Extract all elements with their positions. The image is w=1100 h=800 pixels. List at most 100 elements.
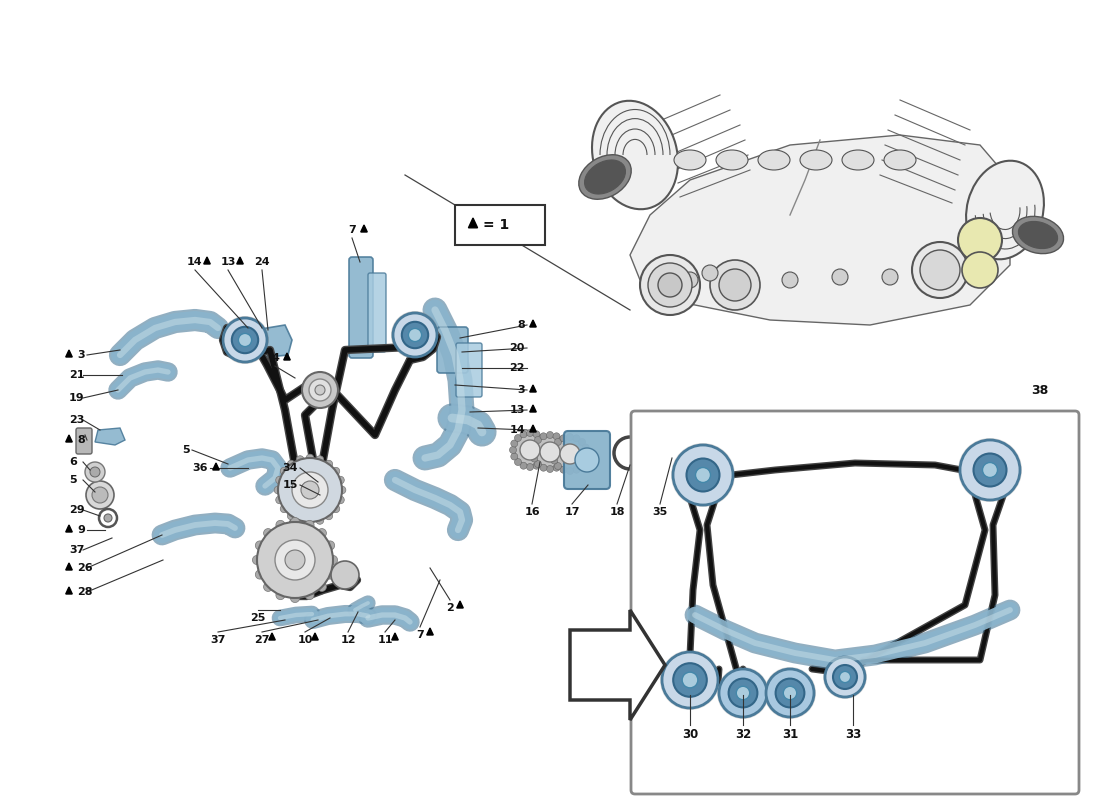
Ellipse shape <box>592 101 678 210</box>
Ellipse shape <box>782 272 797 288</box>
Circle shape <box>566 434 573 441</box>
Ellipse shape <box>579 154 631 199</box>
Circle shape <box>275 540 315 580</box>
Circle shape <box>402 322 428 348</box>
Text: 29: 29 <box>69 505 85 515</box>
Circle shape <box>529 449 537 455</box>
Text: 20: 20 <box>509 343 525 353</box>
Circle shape <box>559 461 565 467</box>
Text: 3: 3 <box>77 350 85 360</box>
Text: 18: 18 <box>609 507 625 517</box>
Polygon shape <box>66 563 73 570</box>
Ellipse shape <box>958 218 1002 262</box>
Circle shape <box>276 590 285 600</box>
Circle shape <box>316 456 323 463</box>
Circle shape <box>551 457 558 464</box>
Circle shape <box>510 453 518 460</box>
FancyBboxPatch shape <box>76 428 92 454</box>
Circle shape <box>264 582 273 591</box>
Circle shape <box>540 464 547 471</box>
Ellipse shape <box>832 269 848 285</box>
Circle shape <box>728 678 758 707</box>
Circle shape <box>539 434 546 442</box>
Text: 36: 36 <box>192 463 208 473</box>
Circle shape <box>278 458 342 522</box>
Circle shape <box>274 486 282 494</box>
Text: 22: 22 <box>509 363 525 373</box>
Circle shape <box>662 652 718 708</box>
Circle shape <box>520 440 540 460</box>
Circle shape <box>296 517 304 524</box>
Polygon shape <box>427 628 433 635</box>
Circle shape <box>551 444 558 451</box>
Circle shape <box>540 433 547 440</box>
Circle shape <box>302 372 338 408</box>
Circle shape <box>682 672 697 688</box>
Circle shape <box>573 466 580 474</box>
Circle shape <box>232 326 258 354</box>
Polygon shape <box>630 135 1010 325</box>
Circle shape <box>90 467 100 477</box>
Circle shape <box>390 311 439 359</box>
Ellipse shape <box>658 273 682 297</box>
Polygon shape <box>469 218 477 228</box>
Circle shape <box>527 430 534 437</box>
Ellipse shape <box>884 150 916 170</box>
Circle shape <box>520 462 527 470</box>
Circle shape <box>554 438 586 470</box>
Circle shape <box>566 467 573 474</box>
Circle shape <box>563 449 571 455</box>
Circle shape <box>736 686 750 700</box>
Circle shape <box>290 518 299 526</box>
Text: 26: 26 <box>77 563 92 573</box>
Circle shape <box>535 437 541 443</box>
Text: 37: 37 <box>69 545 85 555</box>
Circle shape <box>560 466 566 474</box>
Circle shape <box>290 594 299 602</box>
Polygon shape <box>236 257 243 264</box>
Text: 17: 17 <box>564 507 580 517</box>
Circle shape <box>673 445 733 505</box>
Text: 35: 35 <box>652 507 668 517</box>
Text: 27: 27 <box>254 635 270 645</box>
Text: 28: 28 <box>77 587 92 597</box>
Circle shape <box>292 472 328 508</box>
Text: 37: 37 <box>210 635 225 645</box>
Ellipse shape <box>966 161 1044 259</box>
Circle shape <box>514 434 546 466</box>
Ellipse shape <box>648 263 692 307</box>
Polygon shape <box>212 463 219 470</box>
Circle shape <box>579 438 585 446</box>
Circle shape <box>92 487 108 503</box>
Ellipse shape <box>584 160 626 194</box>
Ellipse shape <box>962 252 998 288</box>
Circle shape <box>666 446 679 460</box>
Circle shape <box>305 590 315 600</box>
Ellipse shape <box>1019 222 1057 249</box>
Circle shape <box>660 650 720 710</box>
Circle shape <box>531 442 538 449</box>
Text: 16: 16 <box>525 507 540 517</box>
Text: 10: 10 <box>297 635 312 645</box>
Text: 31: 31 <box>782 729 799 742</box>
Circle shape <box>301 481 319 499</box>
Text: 30: 30 <box>682 729 698 742</box>
Ellipse shape <box>716 150 748 170</box>
Text: 5: 5 <box>69 475 77 485</box>
Circle shape <box>531 455 538 462</box>
Text: 21: 21 <box>69 370 85 380</box>
Circle shape <box>306 518 313 526</box>
Circle shape <box>542 440 549 447</box>
Circle shape <box>582 457 590 464</box>
Polygon shape <box>66 587 73 594</box>
Circle shape <box>324 460 332 468</box>
Circle shape <box>331 561 359 589</box>
FancyBboxPatch shape <box>631 411 1079 794</box>
Text: 13: 13 <box>509 405 525 415</box>
Circle shape <box>543 446 550 454</box>
Circle shape <box>547 431 553 438</box>
Polygon shape <box>284 353 290 360</box>
Circle shape <box>276 476 284 484</box>
Circle shape <box>553 433 560 440</box>
Circle shape <box>223 318 267 362</box>
